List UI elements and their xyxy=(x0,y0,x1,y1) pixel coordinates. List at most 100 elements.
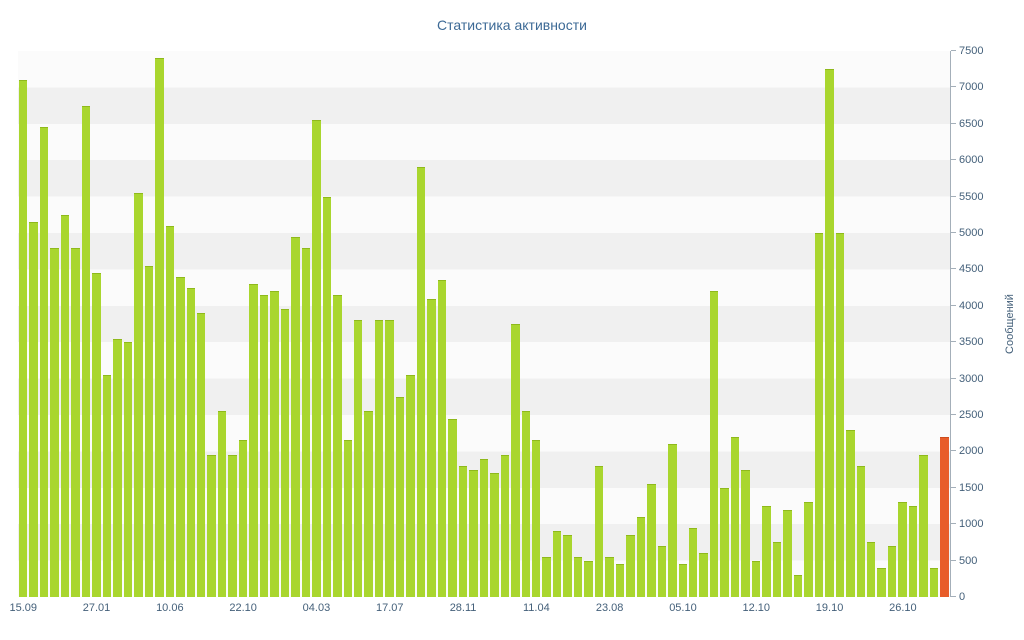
bar[interactable] xyxy=(678,564,687,597)
bar[interactable] xyxy=(647,484,656,597)
bar[interactable] xyxy=(636,516,646,597)
bar[interactable] xyxy=(395,396,405,597)
bar[interactable] xyxy=(134,192,143,597)
bar[interactable] xyxy=(81,105,91,597)
bar[interactable] xyxy=(783,509,792,597)
bar[interactable] xyxy=(793,575,803,597)
bar[interactable] xyxy=(312,120,321,597)
bar[interactable] xyxy=(563,535,572,597)
bar[interactable] xyxy=(102,374,112,597)
x-tick-label: 17.07 xyxy=(375,602,404,614)
y-tick-mark xyxy=(951,450,956,452)
bar[interactable] xyxy=(270,291,279,597)
y-tick-label: 3500 xyxy=(959,336,984,349)
bar[interactable] xyxy=(772,542,782,597)
bar[interactable] xyxy=(668,444,677,597)
bar[interactable] xyxy=(626,535,635,597)
bar[interactable] xyxy=(186,287,195,597)
bar[interactable] xyxy=(552,531,562,597)
bar[interactable] xyxy=(490,473,499,597)
bar[interactable] xyxy=(176,276,185,597)
bar[interactable] xyxy=(39,127,49,597)
chart-title: Статистика активности xyxy=(437,17,587,33)
bar[interactable] xyxy=(479,458,489,597)
bar[interactable] xyxy=(594,465,604,597)
y-tick-mark xyxy=(951,486,956,488)
bar[interactable] xyxy=(385,320,394,597)
bar[interactable] xyxy=(19,80,28,597)
y-tick-mark xyxy=(951,50,956,51)
bar[interactable] xyxy=(416,167,426,597)
bar[interactable] xyxy=(228,455,237,597)
y-axis: 0 500 1000 1500 2000 2500 3000 3500 4000 4500 5000… xyxy=(951,45,1011,603)
bar[interactable] xyxy=(50,247,59,597)
bar[interactable] xyxy=(291,236,300,597)
bar[interactable] xyxy=(301,247,311,597)
bar[interactable] xyxy=(469,469,478,597)
x-tick-label: 15.09 xyxy=(9,602,37,614)
bar[interactable] xyxy=(155,58,164,597)
bar[interactable] xyxy=(354,320,363,597)
bar[interactable] xyxy=(437,280,447,597)
bar[interactable] xyxy=(699,553,708,597)
bar[interactable] xyxy=(919,455,928,597)
bar[interactable] xyxy=(92,273,101,597)
bar[interactable] xyxy=(71,247,80,597)
bar[interactable] xyxy=(113,338,122,597)
bar[interactable] xyxy=(929,567,939,597)
bar[interactable] xyxy=(196,313,206,597)
bar[interactable] xyxy=(374,320,384,597)
bar[interactable] xyxy=(741,469,750,597)
y-tick-label: 2500 xyxy=(959,409,984,421)
bar[interactable] xyxy=(249,283,258,597)
bar[interactable] xyxy=(531,440,541,597)
bar[interactable] xyxy=(542,556,551,597)
bar[interactable] xyxy=(866,542,876,597)
bar[interactable] xyxy=(615,564,625,597)
bar[interactable] xyxy=(730,436,740,597)
bar[interactable] xyxy=(584,560,593,597)
bar[interactable] xyxy=(123,342,133,597)
bar[interactable] xyxy=(217,411,227,597)
bar[interactable] xyxy=(825,69,834,597)
bar-highlighted[interactable] xyxy=(940,436,949,597)
bar[interactable] xyxy=(605,556,614,597)
bar[interactable] xyxy=(343,440,352,597)
bar[interactable] xyxy=(458,465,468,597)
bar[interactable] xyxy=(406,374,415,597)
bar[interactable] xyxy=(846,429,855,597)
bar[interactable] xyxy=(835,233,845,597)
bar[interactable] xyxy=(60,214,70,597)
bar[interactable] xyxy=(207,455,216,597)
bar[interactable] xyxy=(720,487,729,597)
bar[interactable] xyxy=(29,222,38,597)
bar[interactable] xyxy=(500,455,510,597)
bar[interactable] xyxy=(887,546,897,597)
bar[interactable] xyxy=(751,560,761,597)
bar[interactable] xyxy=(908,506,918,597)
bar[interactable] xyxy=(364,411,373,597)
bar[interactable] xyxy=(427,298,436,597)
bar[interactable] xyxy=(144,265,154,597)
bar[interactable] xyxy=(333,294,342,597)
bar[interactable] xyxy=(448,418,457,597)
bar[interactable] xyxy=(573,556,583,597)
y-tick-mark xyxy=(951,86,956,88)
bar[interactable] xyxy=(814,233,824,597)
bar[interactable] xyxy=(280,309,290,597)
bar[interactable] xyxy=(762,506,771,597)
bar[interactable] xyxy=(511,324,520,597)
bar[interactable] xyxy=(322,196,332,597)
bar[interactable] xyxy=(856,465,865,597)
bar[interactable] xyxy=(521,411,530,597)
bar[interactable] xyxy=(709,291,719,597)
bar[interactable] xyxy=(689,527,698,597)
bar[interactable] xyxy=(165,225,175,597)
bar[interactable] xyxy=(657,546,667,597)
bar[interactable] xyxy=(259,294,269,597)
bar[interactable] xyxy=(898,502,907,597)
bar[interactable] xyxy=(238,440,248,597)
bar[interactable] xyxy=(804,502,813,597)
bar[interactable] xyxy=(877,567,886,597)
y-tick-mark xyxy=(951,122,956,124)
